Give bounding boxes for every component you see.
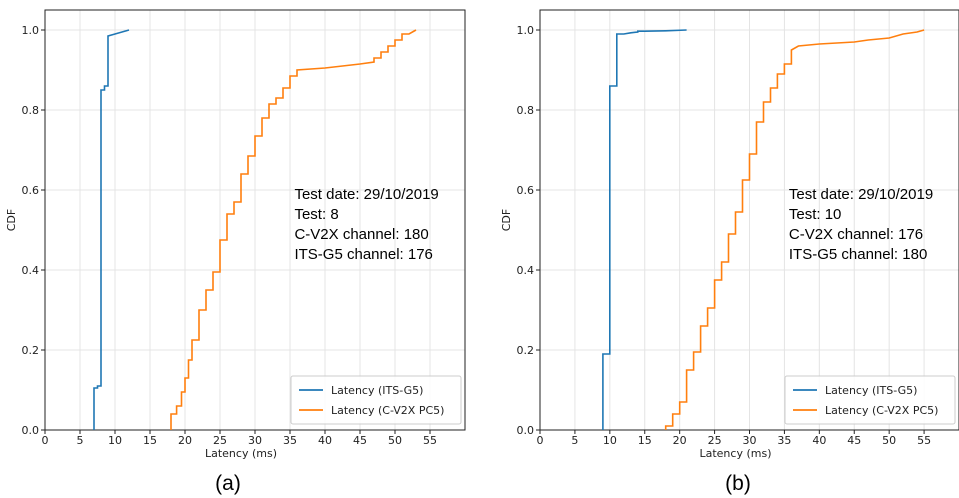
annotation-line: ITS-G5 channel: 176 [294,246,432,263]
x-tick-label: 55 [917,434,931,447]
y-tick-label: 0.8 [517,104,535,117]
series-line-its-g5 [602,29,687,430]
x-tick-label: 0 [537,434,544,447]
annotation-line: Test: 10 [789,206,842,223]
legend-label: Latency (C-V2X PC5) [331,404,444,417]
y-tick-label: 0.0 [22,424,40,437]
annotation-line: C-V2X channel: 176 [789,226,923,243]
chart-panel-a: 0 5 10 15 20 25 30 35 40 45 50 55 0.0 0.2 0.4 0.6 0.8 1.0… [5,9,466,495]
x-tick-label: 15 [143,434,157,447]
y-tick-label: 0.6 [22,184,40,197]
y-tick-label: 0.8 [22,104,40,117]
series-line-its-g5 [93,29,130,430]
x-tick-label: 0 [42,434,49,447]
y-tick-label: 1.0 [22,24,40,37]
legend-label: Latency (ITS-G5) [331,384,423,397]
x-tick-label: 25 [708,434,722,447]
y-tick-label: 0.2 [517,344,535,357]
x-axis-label: Latency (ms) [699,447,771,460]
x-tick-label: 45 [847,434,861,447]
legend-label: Latency (ITS-G5) [825,384,917,397]
annotation-line: Test: 8 [294,206,338,223]
x-tick-label: 10 [108,434,122,447]
legend-box [784,375,956,425]
x-tick-label: 5 [571,434,578,447]
annotation-line: ITS-G5 channel: 180 [789,246,927,263]
legend-label: Latency (C-V2X PC5) [825,404,938,417]
y-tick-label: 0.2 [22,344,40,357]
y-tick-label: 1.0 [517,24,535,37]
x-tick-label: 10 [603,434,617,447]
y-tick-label: 0.4 [517,264,535,277]
x-tick-label: 30 [248,434,262,447]
y-axis-label: CDF [5,209,18,231]
y-axis-label: CDF [500,209,513,231]
y-tick-label: 0.6 [517,184,535,197]
x-tick-label: 50 [882,434,896,447]
x-tick-label: 55 [423,434,437,447]
y-tick-label: 0.4 [22,264,40,277]
annotation-line: Test date: 29/10/2019 [789,186,933,203]
x-tick-label: 35 [777,434,791,447]
x-axis-label: Latency (ms) [205,447,277,460]
x-tick-label: 50 [388,434,402,447]
x-tick-label: 40 [812,434,826,447]
y-tick-label: 0.0 [517,424,535,437]
annotation-line: Test date: 29/10/2019 [294,186,438,203]
panel-caption: (a) [215,472,241,495]
x-tick-label: 25 [213,434,227,447]
x-tick-label: 5 [77,434,84,447]
panel-caption: (b) [725,472,751,495]
x-tick-label: 20 [673,434,687,447]
chart-panel-b: 0 5 10 15 20 25 30 35 40 45 50 55 0.0 0.2 0.4 0.6 0.8 1.0… [500,9,959,495]
legend-box [290,375,462,425]
series-line-c-v2x-pc5 [664,29,925,430]
x-tick-label: 20 [178,434,192,447]
x-tick-label: 35 [283,434,297,447]
x-tick-label: 40 [318,434,332,447]
annotation-line: C-V2X channel: 180 [294,226,428,243]
x-tick-label: 30 [743,434,757,447]
series-line-c-v2x-pc5 [170,29,417,430]
x-tick-label: 15 [638,434,652,447]
x-tick-label: 45 [353,434,367,447]
